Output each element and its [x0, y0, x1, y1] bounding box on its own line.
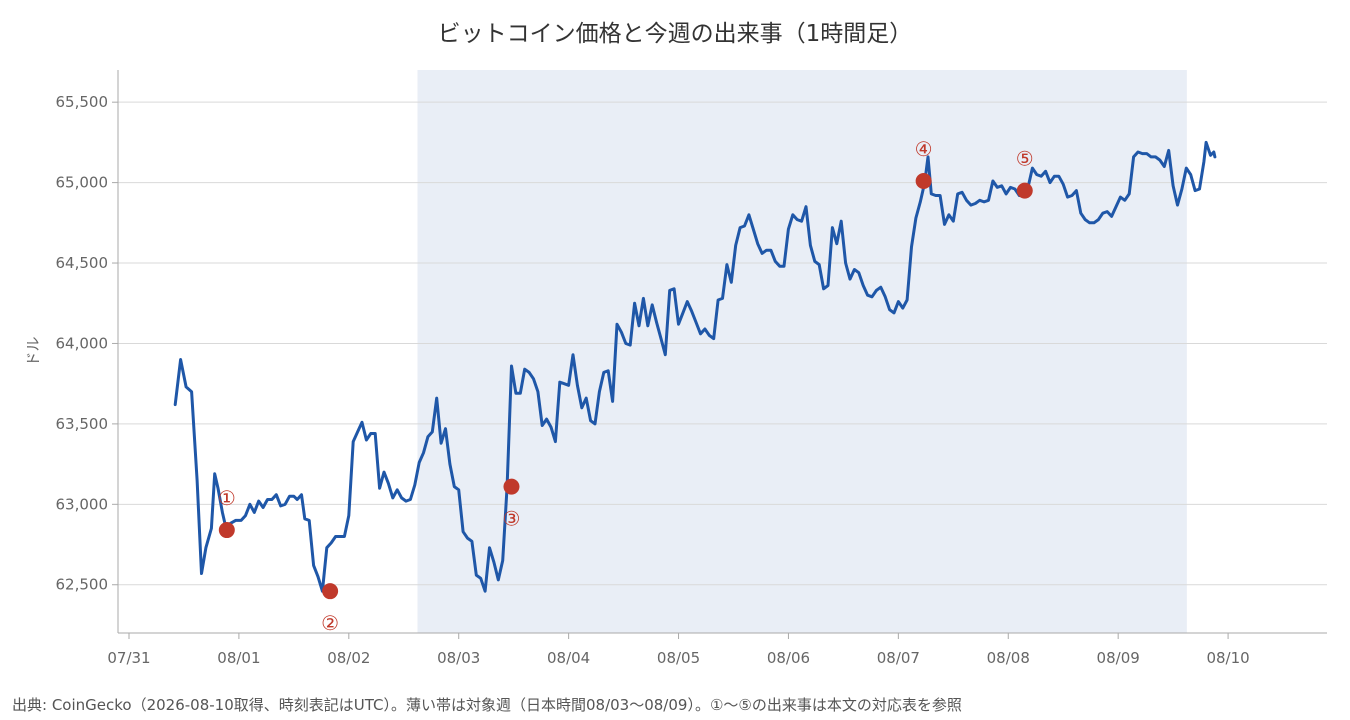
source-note: 出典: CoinGecko（2026-08-10取得、時刻表記はUTC）。薄い帯… — [12, 696, 962, 714]
y-tick-label: 65,500 — [56, 93, 109, 111]
x-axis-ticks: 07/31 08/01 08/02 08/03 08/04 08/05 08/06 08/07… — [107, 633, 1250, 667]
y-tick-label: 64,000 — [56, 334, 109, 352]
x-tick-label: 07/31 — [107, 649, 150, 667]
price-chart: 07/31 08/01 08/02 08/03 08/04 08/05 08/06 08/07… — [24, 70, 1327, 667]
price-series-line — [173, 140, 1217, 593]
event-label: ④ — [915, 137, 933, 161]
y-axis-label: ドル — [24, 336, 42, 366]
axes — [117, 70, 1327, 634]
event-label: ② — [321, 611, 339, 635]
x-tick-label: 08/07 — [877, 649, 920, 667]
event-markers: ① ② ③ ④ ⑤ — [218, 137, 1034, 635]
event-label: ③ — [503, 507, 521, 531]
event-marker — [322, 583, 339, 600]
chart-title: ビットコイン価格と今週の出来事（1時間足） — [437, 21, 913, 47]
target-week-band — [417, 70, 1187, 633]
x-tick-label: 08/04 — [547, 649, 590, 667]
x-tick-label: 08/03 — [437, 649, 480, 667]
event-marker — [218, 522, 235, 539]
x-tick-label: 08/08 — [987, 649, 1030, 667]
x-tick-label: 08/09 — [1097, 649, 1140, 667]
x-tick-label: 08/01 — [217, 649, 260, 667]
y-tick-label: 65,000 — [56, 174, 109, 192]
event-label: ⑤ — [1016, 147, 1034, 171]
x-tick-label: 08/06 — [767, 649, 810, 667]
x-tick-label: 08/05 — [657, 649, 700, 667]
y-tick-label: 62,500 — [56, 576, 109, 594]
event-label: ① — [218, 486, 236, 510]
x-tick-label: 08/02 — [327, 649, 370, 667]
y-axis-ticks: 62,500 63,000 63,500 64,000 64,500 65,000 65,5… — [56, 93, 118, 594]
y-tick-label: 63,000 — [56, 495, 109, 513]
x-tick-label: 08/10 — [1206, 649, 1249, 667]
y-tick-label: 64,500 — [56, 254, 109, 272]
event-marker — [915, 172, 932, 189]
y-tick-label: 63,500 — [56, 415, 109, 433]
event-marker — [1016, 182, 1033, 199]
event-marker — [503, 478, 520, 495]
